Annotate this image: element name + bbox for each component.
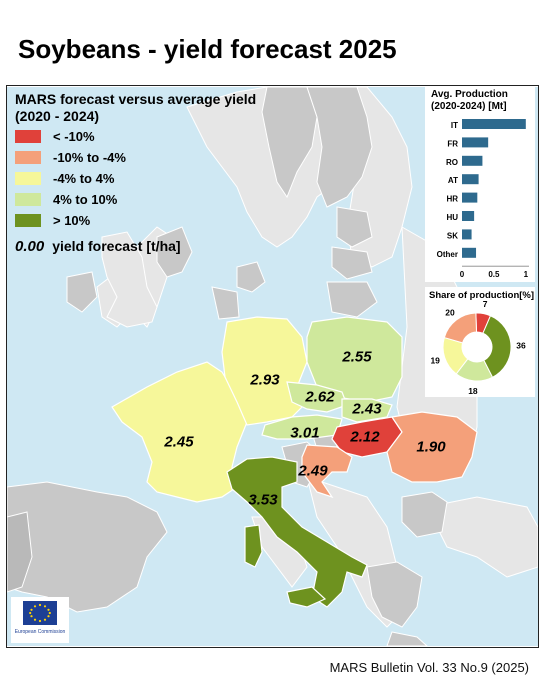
pie-slice-label: 20 [445, 307, 455, 317]
bar-HU [462, 211, 475, 221]
pie-slice [482, 315, 512, 378]
yield-label-DE: 2.93 [250, 371, 280, 389]
bar-category-label: HR [446, 195, 458, 204]
legend-class-row: 4% to 10% [15, 190, 265, 209]
legend-class-label: -10% to -4% [53, 150, 126, 165]
legend-class-label: > 10% [53, 213, 91, 228]
pie-slice [443, 312, 478, 344]
country-SK [341, 398, 393, 423]
legend-title-line2: (2020 - 2024) [15, 108, 100, 124]
bar-HR [462, 192, 478, 203]
bar-category-label: IT [451, 121, 458, 130]
legend-yield-row: 0.00 yield forecast [t/ha] [15, 238, 265, 255]
bar-x-tick-label: 0.5 [488, 270, 500, 279]
yield-label-HR: 2.49 [298, 462, 328, 480]
bar-chart-svg: IT FR RO AT HR HU SK Other 0 0.5 1 [437, 119, 529, 279]
pie-chart-svg: 7 36 18 19 20 [430, 299, 526, 396]
bar-SK [462, 229, 472, 240]
legend-yield-text: yield forecast [t/ha] [52, 238, 181, 254]
pie-slice-label: 19 [430, 356, 440, 366]
legend-swatch [15, 130, 41, 143]
forecast-countries [111, 316, 478, 608]
bar-AT [462, 174, 479, 185]
pie-slice-label: 36 [516, 341, 526, 351]
bar-category-label: Other [437, 250, 458, 259]
bar-chart-title: Avg. Production (2020-2024) [Mt] [431, 89, 508, 112]
title-bar: Soybeans - yield forecast 2025 [6, 6, 539, 86]
country-IT-sardinia [244, 524, 263, 568]
bar-Other [462, 247, 477, 258]
yield-label-PL: 2.55 [342, 348, 372, 366]
footer: MARS Bulletin Vol. 33 No.9 (2025) [6, 647, 539, 688]
country-DE [221, 316, 308, 426]
country-IT-sicily [286, 586, 327, 608]
legend-class-label: -4% to 4% [53, 171, 115, 186]
yield-label-RO: 1.90 [416, 438, 446, 456]
pie-chart-title: Share of production[%] [429, 290, 535, 301]
eu-flag-icon: European Commission [15, 601, 66, 635]
bar-FR [462, 137, 489, 148]
country-FR [111, 361, 248, 503]
legend-classes: < -10% -10% to -4% -4% to 4% 4% to 10% > 10% [15, 127, 265, 230]
bar-category-label: SK [447, 231, 458, 240]
bar-x-tick-label: 1 [524, 270, 529, 279]
pie-slice-label: 7 [483, 299, 488, 309]
country-CZ [286, 381, 348, 413]
production-bar-chart: Avg. Production (2020-2024) [Mt] IT FR RO A… [425, 87, 535, 282]
country-IT [226, 456, 368, 608]
yield-label-AT: 3.01 [290, 424, 320, 442]
other-eu-countries [7, 87, 448, 646]
legend: MARS forecast versus average yield (2020… [15, 91, 265, 255]
legend-class-row: -10% to -4% [15, 148, 265, 167]
legend-class-label: 4% to 10% [53, 192, 118, 207]
legend-class-row: > 10% [15, 211, 265, 230]
country-PL [306, 316, 403, 403]
legend-swatch [15, 151, 41, 164]
yield-label-HU: 2.12 [350, 428, 380, 446]
bar-category-label: HU [446, 213, 458, 222]
production-share-pie: Share of production[%] 7 36 18 19 20 [425, 287, 535, 397]
bar-x-tick-label: 0 [460, 270, 465, 279]
yield-label-IT: 3.53 [248, 491, 278, 509]
bar-category-label: FR [447, 139, 458, 148]
map-area: MARS forecast versus average yield (2020… [7, 87, 538, 646]
bar-IT [462, 119, 526, 129]
bulletin-citation: MARS Bulletin Vol. 33 No.9 (2025) [329, 660, 529, 675]
yield-label-CZ: 2.62 [305, 388, 335, 406]
european-commission-logo: European Commission [11, 597, 69, 643]
map-title: Soybeans - yield forecast 2025 [18, 34, 397, 64]
bar-RO [462, 155, 483, 166]
legend-class-row: -4% to 4% [15, 169, 265, 188]
legend-class-row: < -10% [15, 127, 265, 146]
yield-label-SK: 2.43 [352, 400, 382, 418]
uk-ireland [66, 231, 158, 328]
bar-category-label: RO [446, 158, 458, 167]
legend-swatch [15, 172, 41, 185]
legend-title-line1: MARS forecast versus average yield [15, 91, 257, 107]
country-RO [386, 411, 478, 483]
yield-label-FR: 2.45 [164, 433, 194, 451]
legend-swatch [15, 214, 41, 227]
logo-text: European Commission [15, 629, 66, 635]
country-HR [301, 444, 353, 499]
pie-slice-label: 18 [468, 386, 478, 396]
legend-swatch [15, 193, 41, 206]
legend-class-label: < -10% [53, 129, 95, 144]
bar-category-label: AT [448, 176, 458, 185]
legend-yield-example: 0.00 [15, 238, 45, 255]
